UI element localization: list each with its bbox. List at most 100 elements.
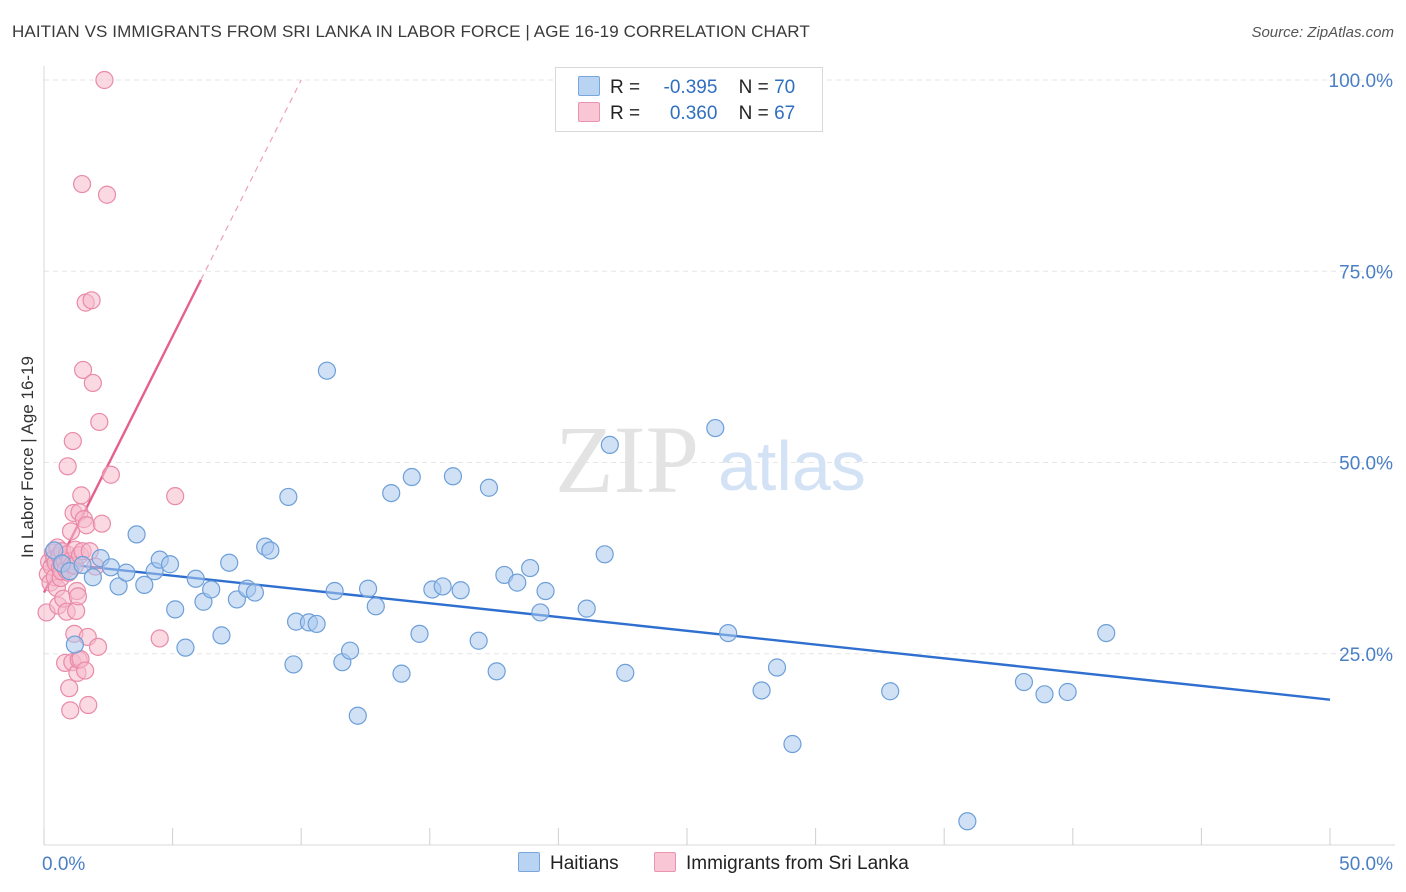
n-value-sri-lanka: 67 xyxy=(774,103,796,124)
legend-row-haitians: R = -0.395 N = 70 xyxy=(578,76,795,102)
haitian-point xyxy=(479,478,499,497)
haitian-point xyxy=(307,614,326,634)
haitian-point xyxy=(340,641,360,660)
haitian-point xyxy=(382,484,401,503)
sri-lanka-point xyxy=(82,291,101,310)
haitian-point xyxy=(1014,672,1034,692)
haitian-point xyxy=(1058,682,1077,702)
y-axis-label: In Labor Force | Age 16-19 xyxy=(18,356,37,558)
haitian-point xyxy=(73,555,92,575)
legend-swatch-pink xyxy=(654,852,676,872)
sri-lanka-point xyxy=(150,629,169,648)
haitian-point xyxy=(325,581,344,601)
haitian-point xyxy=(958,812,977,831)
haitian-point xyxy=(443,467,463,486)
haitian-point xyxy=(508,573,527,592)
legend-item-haitians: Haitians xyxy=(518,852,619,875)
y-tick-label: 50.0% xyxy=(1339,454,1393,475)
haitian-point xyxy=(101,558,120,577)
y-tick-label: 75.0% xyxy=(1339,262,1393,283)
r-value-haitians: -0.395 xyxy=(663,77,718,98)
haitian-point xyxy=(261,541,280,560)
sri-lanka-point xyxy=(58,457,77,476)
haitian-point xyxy=(433,577,452,596)
sri-lanka-point xyxy=(95,70,114,90)
axes xyxy=(43,66,1395,846)
sri-lanka-point xyxy=(92,514,111,533)
haitian-point xyxy=(706,418,725,438)
legend-label-haitians: Haitians xyxy=(550,853,619,874)
haitian-point xyxy=(186,569,205,588)
trend-line-extension xyxy=(200,79,302,281)
sri-lanka-point xyxy=(88,637,108,656)
sri-lanka-point xyxy=(77,516,96,535)
sri-lanka-point xyxy=(76,661,95,680)
watermark: ZIP atlas xyxy=(555,406,866,513)
y-tick-label: 100.0% xyxy=(1329,71,1394,92)
n-label: N = xyxy=(738,103,769,124)
sri-lanka-point xyxy=(97,185,117,204)
sri-lanka-point xyxy=(72,486,91,505)
haitian-point xyxy=(160,555,180,574)
sri-lanka-point xyxy=(63,431,82,451)
x-tick-label-min: 0.0% xyxy=(42,854,85,875)
x-tick-label-max: 50.0% xyxy=(1339,854,1393,875)
sri-lanka-point xyxy=(68,587,88,606)
r-label: R = xyxy=(610,103,641,124)
correlation-legend: R = -0.395 N = 70 R = 0.360 N = 67 xyxy=(555,67,823,132)
haitian-point xyxy=(469,631,488,650)
haitian-point xyxy=(577,599,596,618)
haitian-point xyxy=(279,487,298,507)
haitian-point xyxy=(719,623,738,643)
haitian-point xyxy=(212,626,231,645)
legend-item-sri-lanka: Immigrants from Sri Lanka xyxy=(654,852,909,875)
sri-lanka-point xyxy=(79,695,98,715)
tick-labels: 25.0% 50.0% 75.0% 100.0% 0.0% 50.0% xyxy=(42,71,1393,875)
sri-lanka-point xyxy=(73,360,93,380)
haitian-point xyxy=(521,558,540,578)
haitian-point xyxy=(166,600,185,619)
sri-lanka-point xyxy=(90,412,109,432)
haitian-point xyxy=(245,583,265,602)
haitian-point xyxy=(176,638,195,657)
haitian-point xyxy=(358,579,378,598)
haitian-point xyxy=(220,553,239,572)
n-label: N = xyxy=(738,77,769,98)
gridlines xyxy=(44,79,1395,655)
haitian-point xyxy=(595,545,614,564)
legend-swatch-blue xyxy=(578,76,600,96)
haitian-point xyxy=(1035,685,1054,704)
trend-line-sri-lanka xyxy=(42,279,202,594)
haitian-point xyxy=(117,563,136,582)
haitian-point xyxy=(366,597,385,616)
haitian-point xyxy=(65,635,84,654)
source-credit: Source: ZipAtlas.com xyxy=(1251,24,1394,41)
haitian-point xyxy=(1097,623,1116,643)
haitian-point xyxy=(531,603,550,622)
haitian-point xyxy=(881,682,900,701)
sri-lanka-point xyxy=(61,701,80,720)
data-points xyxy=(37,70,1116,831)
haitian-point xyxy=(83,568,102,587)
legend-row-sri-lanka: R = 0.360 N = 67 xyxy=(578,102,795,128)
haitian-point xyxy=(402,467,421,487)
haitian-point xyxy=(451,581,470,600)
trend-line-haitians xyxy=(43,560,1331,701)
watermark-atlas: atlas xyxy=(718,427,866,505)
haitian-point xyxy=(536,581,555,601)
legend-label-sri-lanka: Immigrants from Sri Lanka xyxy=(686,853,909,874)
haitian-point xyxy=(616,663,635,682)
y-tick-label: 25.0% xyxy=(1339,645,1393,666)
r-label: R = xyxy=(610,77,641,98)
haitian-point xyxy=(410,624,429,643)
legend-swatch-pink xyxy=(578,102,600,122)
r-value-sri-lanka: 0.360 xyxy=(669,103,718,124)
n-value-haitians: 70 xyxy=(774,77,796,98)
watermark-zip: ZIP xyxy=(555,406,699,513)
haitian-point xyxy=(348,706,367,725)
haitian-point xyxy=(783,734,802,754)
legend-swatch-blue xyxy=(518,852,540,872)
sri-lanka-point xyxy=(101,465,120,484)
haitian-point xyxy=(487,662,506,681)
